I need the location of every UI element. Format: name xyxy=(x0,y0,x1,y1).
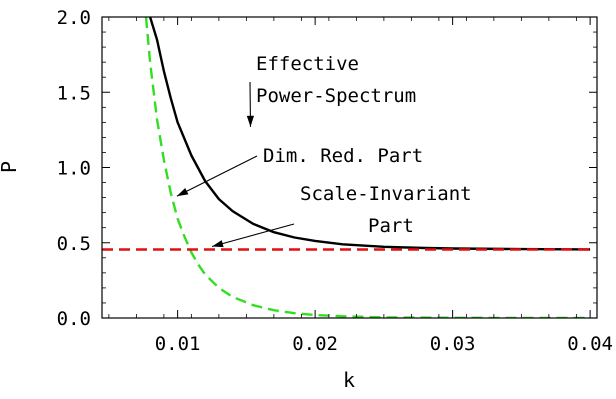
series-layer xyxy=(102,17,591,318)
y-tick-label: 1.0 xyxy=(57,158,91,180)
y-axis-label: P xyxy=(0,161,21,173)
dim-red-part-arrow xyxy=(176,155,258,197)
effective-power-spectrum-annotation: Effective Power-Spectrum xyxy=(256,53,416,107)
effective-power-spectrum-arrowhead xyxy=(246,115,254,127)
scale-invariant-part-arrow xyxy=(211,223,295,248)
x-tick-label: 0.02 xyxy=(292,333,338,355)
dim-red-part-arrowhead xyxy=(176,188,189,197)
dim-red-part-annotation: Dim. Red. Part xyxy=(263,145,423,167)
annotation-line: Scale-Invariant xyxy=(300,183,472,205)
scale-invariant-part-annotation: Scale-Invariant Part xyxy=(300,183,472,237)
dim-red-part-line xyxy=(144,17,591,318)
annotation-layer: Effective Power-Spectrum Dim. Red. Part Sca… xyxy=(176,53,472,248)
scale-invariant-part-arrowhead xyxy=(212,240,224,248)
y-tick-label: 1.5 xyxy=(57,82,91,104)
x-tick-label: 0.03 xyxy=(430,333,476,355)
effective-power-spectrum-line xyxy=(148,17,591,251)
ticks-layer: 0.01 0.02 0.03 0.04 0.0 0.5 1.0 1.5 2.0 xyxy=(57,7,613,355)
y-tick-label: 2.0 xyxy=(57,7,91,29)
y-tick-label: 0.5 xyxy=(57,233,91,255)
annotation-line: Part xyxy=(368,215,414,237)
y-tick-label: 0.0 xyxy=(57,308,91,330)
annotation-line: Effective xyxy=(256,53,359,75)
x-axis-label: k xyxy=(343,368,355,392)
x-tick-label: 0.04 xyxy=(567,333,613,355)
annotation-line: Dim. Red. Part xyxy=(263,145,423,167)
annotation-line: Power-Spectrum xyxy=(256,85,416,107)
x-tick-label: 0.01 xyxy=(155,333,201,355)
